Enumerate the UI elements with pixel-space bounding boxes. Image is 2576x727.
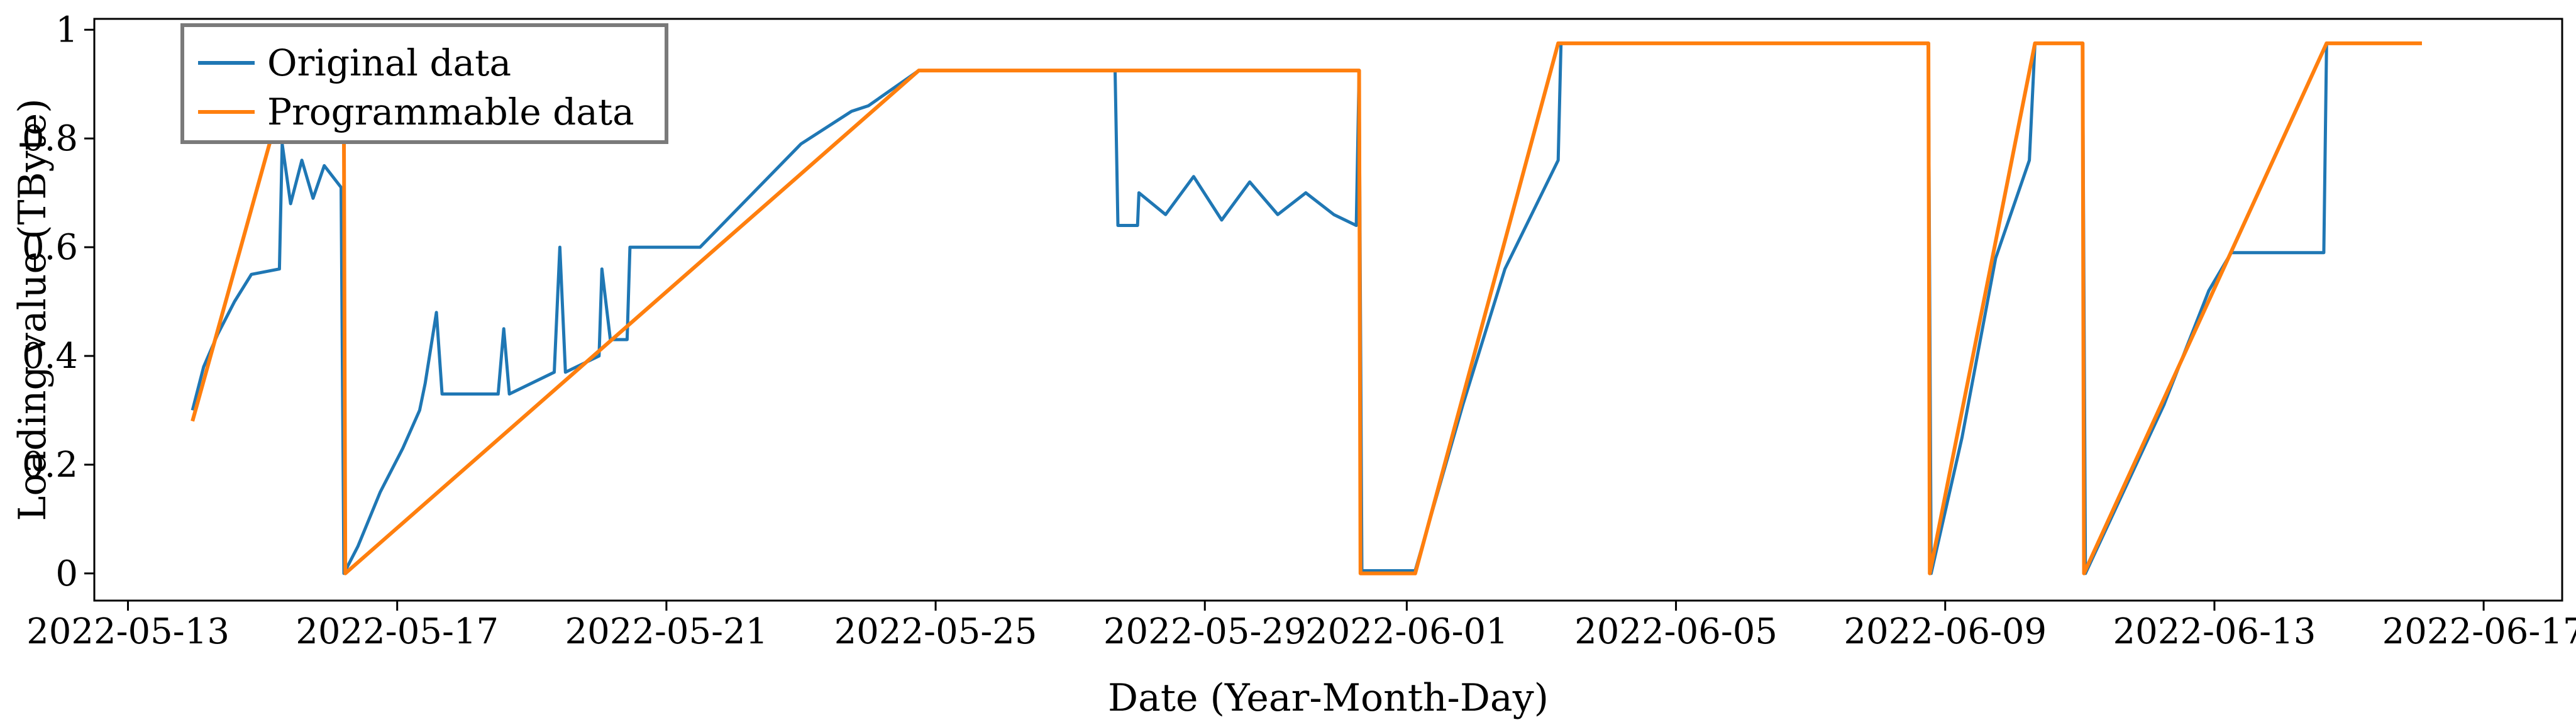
x-axis: 2022-05-13 2022-05-17 2022-05-21 2022-05-25… bbox=[26, 601, 2576, 652]
x-tick-label: 2022-06-05 bbox=[1574, 611, 1777, 652]
plot-frame bbox=[93, 18, 2563, 602]
y-tick-label: 1 bbox=[55, 9, 78, 50]
x-tick-label: 2022-06-01 bbox=[1305, 611, 1508, 652]
legend-label-programmable: Programmable data bbox=[267, 91, 634, 133]
x-tick-label: 2022-06-13 bbox=[2113, 611, 2316, 652]
y-tick-label: 0.2 bbox=[22, 445, 78, 486]
series-line-programmable bbox=[191, 41, 2422, 575]
plot-lines bbox=[191, 41, 2422, 575]
series-line-original bbox=[191, 42, 2422, 575]
y-tick-label: 0.6 bbox=[22, 227, 78, 268]
x-tick-label: 2022-05-25 bbox=[834, 611, 1037, 652]
legend-box bbox=[180, 23, 668, 144]
x-tick-label: 2022-05-29 bbox=[1103, 611, 1307, 652]
legend-label-original: Original data bbox=[267, 42, 511, 84]
legend: Original data Programmable data bbox=[180, 23, 668, 144]
y-tick-label: 0.8 bbox=[22, 118, 78, 159]
x-tick-label: 2022-05-21 bbox=[565, 611, 768, 652]
x-tick-label: 2022-06-17 bbox=[2382, 611, 2576, 652]
y-axis-title: Loading value (TByte) bbox=[11, 99, 55, 521]
y-tick-label: 0 bbox=[55, 553, 78, 594]
x-axis-title: Date (Year-Month-Day) bbox=[1108, 676, 1549, 720]
x-tick-label: 2022-05-17 bbox=[296, 611, 499, 652]
y-axis: 0 0.2 0.4 0.6 0.8 1 bbox=[22, 9, 94, 594]
y-tick-label: 0.4 bbox=[22, 336, 78, 377]
x-tick-label: 2022-05-13 bbox=[26, 611, 229, 652]
x-tick-label: 2022-06-09 bbox=[1844, 611, 2047, 652]
